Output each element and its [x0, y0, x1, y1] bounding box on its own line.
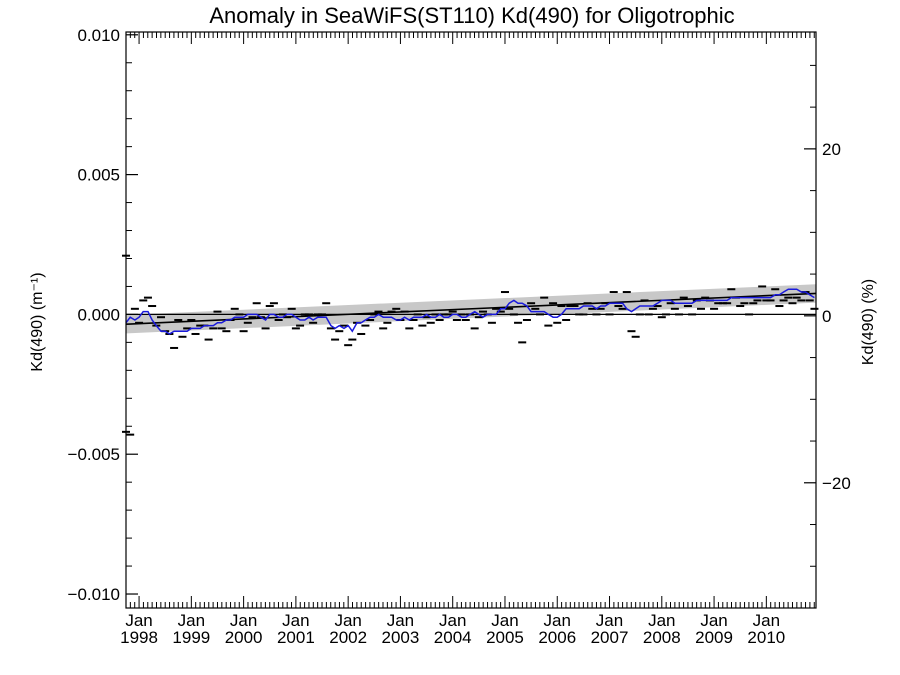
x-tick-month-label: Jan: [230, 611, 257, 630]
x-tick-month-label: Jan: [648, 611, 675, 630]
x-tick-month-label: Jan: [282, 611, 309, 630]
plot-frame: [125, 31, 817, 609]
x-tick-year-label: 2007: [591, 628, 629, 647]
x-tick-month-label: Jan: [125, 611, 152, 630]
chart-title: Anomaly in SeaWiFS(ST110) Kd(490) for Ol…: [209, 3, 734, 28]
x-tick-month-label: Jan: [596, 611, 623, 630]
y-axis-right-label: Kd(490) (%): [860, 279, 877, 365]
y-right-tick-label: −20: [822, 474, 851, 493]
x-tick-year-label: 2006: [538, 628, 576, 647]
y-right-tick-label: 0: [822, 307, 831, 326]
x-tick-month-label: Jan: [491, 611, 518, 630]
y-axis-left-label: Kd(490) (m⁻¹): [29, 272, 46, 371]
y-left-tick-label: 0.005: [77, 166, 120, 185]
data-points-layer: [122, 254, 819, 436]
x-tick-year-label: 2008: [643, 628, 681, 647]
x-tick-month-label: Jan: [178, 611, 205, 630]
x-tick-year-label: 2000: [225, 628, 263, 647]
y-left-tick-label: 0.010: [77, 26, 120, 45]
trend-line: [125, 292, 817, 325]
x-tick-year-label: 2010: [747, 628, 785, 647]
x-tick-month-label: Jan: [334, 611, 361, 630]
x-tick-month-label: Jan: [439, 611, 466, 630]
x-tick-year-label: 2001: [277, 628, 315, 647]
smoothed-line-layer: [125, 288, 815, 335]
x-tick-month-label: Jan: [700, 611, 727, 630]
trend-layer: [125, 292, 817, 325]
x-tick-year-label: 1999: [172, 628, 210, 647]
y-left-tick-label: −0.010: [68, 585, 120, 604]
ticks-layer: 0.0100.0050.000−0.005−0.010200−20Jan1998…: [68, 26, 851, 647]
x-tick-month-label: Jan: [544, 611, 571, 630]
x-tick-year-label: 2009: [695, 628, 733, 647]
smoothed-series-line: [125, 288, 815, 335]
y-left-tick-label: −0.005: [68, 445, 120, 464]
y-right-tick-label: 20: [822, 140, 841, 159]
x-tick-year-label: 1998: [120, 628, 158, 647]
y-left-tick-label: 0.000: [77, 305, 120, 324]
x-tick-year-label: 2002: [329, 628, 367, 647]
x-tick-year-label: 2003: [382, 628, 420, 647]
x-tick-year-label: 2005: [486, 628, 524, 647]
x-tick-month-label: Jan: [387, 611, 414, 630]
x-tick-year-label: 2004: [434, 628, 472, 647]
x-tick-month-label: Jan: [753, 611, 780, 630]
